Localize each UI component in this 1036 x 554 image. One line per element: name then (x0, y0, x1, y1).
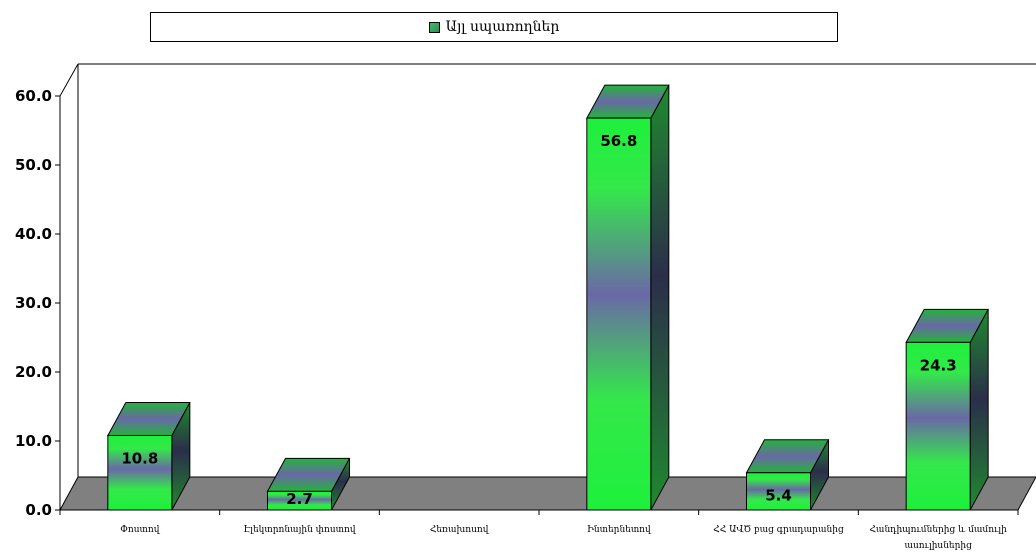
bar-front (107, 434, 173, 511)
bar: 10.8 (106, 401, 191, 511)
legend-swatch (428, 21, 440, 33)
x-tick-label: Հեռախոսով (430, 525, 490, 535)
x-tick-label: Ինտերնետով (587, 525, 652, 535)
bars: 10.8 2.7 56.8 5.4 24.3 (106, 84, 990, 511)
y-axis: 0.0 10.0 20.0 30.0 40.0 50.0 60.0 (15, 87, 61, 519)
y-tick-label: 0.0 (25, 501, 52, 519)
floor (59, 476, 1036, 511)
x-tick-label: Էլեկտրոնային փոստով (243, 525, 356, 535)
bar-front (746, 472, 811, 511)
legend-label: Այլ սպառողներ (445, 19, 560, 35)
data-label: 2.7 (286, 490, 313, 508)
plot-walls (59, 63, 1036, 511)
y-tick-label: 20.0 (15, 363, 52, 381)
x-axis: Փոստով Էլեկտրոնային փոստով Հեռախոսով Ինտերն… (59, 509, 1019, 551)
bar: 24.3 (905, 308, 990, 511)
y-tick-label: 10.0 (15, 432, 52, 450)
legend: Այլ սպառողներ (150, 12, 838, 42)
data-label: 10.8 (121, 449, 158, 467)
y-tick-label: 60.0 (15, 87, 52, 105)
bar-side (650, 84, 670, 511)
bar: 5.4 (745, 439, 830, 511)
x-tick-label: ՀՀ ԱՎԾ բաց գրադարանից (713, 525, 844, 535)
data-label: 24.3 (920, 356, 957, 374)
y-tick-label: 50.0 (15, 156, 52, 174)
data-label: 56.8 (600, 132, 637, 150)
bar: 56.8 (585, 84, 670, 511)
x-tick-label: Հանդիպումներից և մամուլի ասուլիսներից (869, 525, 1007, 551)
data-label: 5.4 (765, 487, 792, 505)
bar-front (267, 490, 332, 511)
bar-front (586, 117, 652, 511)
bar-side (969, 309, 989, 511)
side-wall-top-edge (59, 63, 79, 97)
bar: 2.7 (266, 457, 351, 511)
y-tick-label: 40.0 (15, 225, 52, 243)
x-tick-label: Փոստով (120, 525, 160, 535)
x-tick-label-line: ասուլիսներից (904, 541, 972, 551)
y-tick-label: 30.0 (15, 294, 52, 312)
x-tick-label-line: Հանդիպումներից և մամուլի (869, 525, 1007, 535)
bar-front (905, 341, 971, 511)
